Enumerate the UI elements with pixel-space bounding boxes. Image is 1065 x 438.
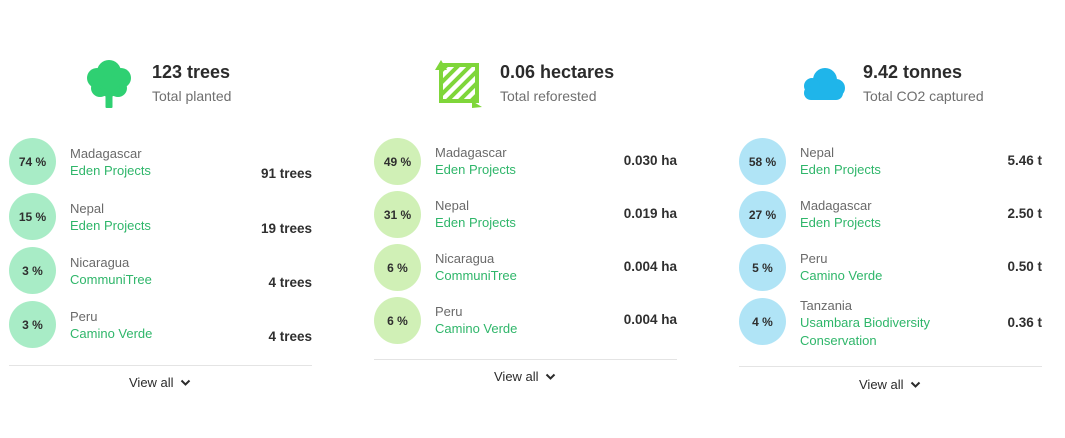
percent-badge: 4 % xyxy=(739,298,786,345)
project-link[interactable]: Eden Projects xyxy=(435,162,516,177)
list-item: 6 % Nicaragua CommuniTree 0.004 ha xyxy=(374,244,677,292)
divider xyxy=(739,366,1042,367)
list-item: 49 % Madagascar Eden Projects 0.030 ha xyxy=(374,138,677,186)
view-all-label: View all xyxy=(129,375,174,390)
country-label: Peru xyxy=(435,304,463,319)
project-link[interactable]: Eden Projects xyxy=(70,218,151,233)
view-all-button[interactable]: View all xyxy=(129,375,191,390)
percent-badge: 15 % xyxy=(9,193,56,240)
chevron-down-icon xyxy=(545,373,555,380)
country-label: Madagascar xyxy=(435,145,507,160)
view-all-label: View all xyxy=(859,377,904,392)
project-link[interactable]: CommuniTree xyxy=(435,268,517,283)
list-item: 74 % Madagascar Eden Projects 91 trees xyxy=(9,138,312,186)
list-item: 15 % Nepal Eden Projects 19 trees xyxy=(9,193,312,241)
country-label: Madagascar xyxy=(800,198,872,213)
cloud-icon xyxy=(797,58,847,108)
project-link[interactable]: Eden Projects xyxy=(70,163,151,178)
country-label: Nepal xyxy=(435,198,469,213)
amount-value: 4 trees xyxy=(268,275,312,290)
amount-value: 2.50 t xyxy=(1007,206,1042,221)
list-item: 6 % Peru Camino Verde 0.004 ha xyxy=(374,297,677,345)
project-link[interactable]: Camino Verde xyxy=(70,326,153,341)
percent-badge: 31 % xyxy=(374,191,421,238)
view-all-button[interactable]: View all xyxy=(859,377,921,392)
percent-badge: 74 % xyxy=(9,138,56,185)
country-label: Madagascar xyxy=(70,146,142,161)
project-link[interactable]: Eden Projects xyxy=(800,162,881,177)
percent-badge: 6 % xyxy=(374,244,421,291)
amount-value: 0.50 t xyxy=(1007,259,1042,274)
hectares-panel: 0.06 hectares Total reforested 49 % Mada… xyxy=(374,0,677,438)
hectares-total-label: Total reforested xyxy=(500,88,597,104)
co2-panel: 9.42 tonnes Total CO2 captured 58 % Nepa… xyxy=(739,0,1042,438)
list-item: 27 % Madagascar Eden Projects 2.50 t xyxy=(739,191,1042,239)
hectares-total-value: 0.06 hectares xyxy=(500,62,615,82)
project-link[interactable]: Camino Verde xyxy=(435,321,518,336)
country-label: Peru xyxy=(70,309,98,324)
co2-total-label: Total CO2 captured xyxy=(863,88,984,104)
percent-badge: 27 % xyxy=(739,191,786,238)
amount-value: 5.46 t xyxy=(1007,153,1042,168)
project-link[interactable]: Camino Verde xyxy=(800,268,883,283)
amount-value: 19 trees xyxy=(260,221,312,236)
amount-value: 4 trees xyxy=(268,329,312,344)
list-item: 58 % Nepal Eden Projects 5.46 t xyxy=(739,138,1042,186)
project-link[interactable]: Usambara Biodiversity Conservation xyxy=(800,315,931,348)
country-label: Tanzania xyxy=(800,298,853,313)
divider xyxy=(9,365,312,366)
chevron-down-icon xyxy=(180,379,190,386)
amount-value: 0.004 ha xyxy=(623,259,677,274)
trees-total-value: 123 trees xyxy=(152,62,231,82)
amount-value: 91 trees xyxy=(260,166,312,181)
chevron-down-icon xyxy=(910,381,920,388)
project-link[interactable]: Eden Projects xyxy=(800,215,881,230)
percent-badge: 6 % xyxy=(374,297,421,344)
country-label: Peru xyxy=(800,251,828,266)
percent-badge: 5 % xyxy=(739,244,786,291)
list-item: 31 % Nepal Eden Projects 0.019 ha xyxy=(374,191,677,239)
reforested-area-icon xyxy=(434,58,484,108)
percent-badge: 3 % xyxy=(9,301,56,348)
amount-value: 0.004 ha xyxy=(623,312,677,327)
percent-badge: 49 % xyxy=(374,138,421,185)
trees-panel: 123 trees Total planted 74 % Madagascar … xyxy=(9,0,312,438)
co2-total-value: 9.42 tonnes xyxy=(863,62,963,82)
amount-value: 0.030 ha xyxy=(623,153,677,168)
percent-badge: 58 % xyxy=(739,138,786,185)
list-item: 5 % Peru Camino Verde 0.50 t xyxy=(739,244,1042,292)
divider xyxy=(374,359,677,360)
view-all-label: View all xyxy=(494,369,539,384)
list-item: 3 % Nicaragua CommuniTree 4 trees xyxy=(9,247,312,295)
view-all-button[interactable]: View all xyxy=(494,369,556,384)
country-label: Nicaragua xyxy=(70,255,130,270)
trees-total-label: Total planted xyxy=(152,88,232,104)
list-item: 4 % Tanzania Usambara Biodiversity Conse… xyxy=(739,298,1042,350)
list-item: 3 % Peru Camino Verde 4 trees xyxy=(9,301,312,349)
project-link[interactable]: CommuniTree xyxy=(70,272,152,287)
country-label: Nepal xyxy=(800,145,834,160)
country-label: Nepal xyxy=(70,201,104,216)
amount-value: 0.36 t xyxy=(1007,315,1042,330)
tree-icon xyxy=(86,58,136,108)
percent-badge: 3 % xyxy=(9,247,56,294)
country-label: Nicaragua xyxy=(435,251,495,266)
project-link[interactable]: Eden Projects xyxy=(435,215,516,230)
amount-value: 0.019 ha xyxy=(623,206,677,221)
